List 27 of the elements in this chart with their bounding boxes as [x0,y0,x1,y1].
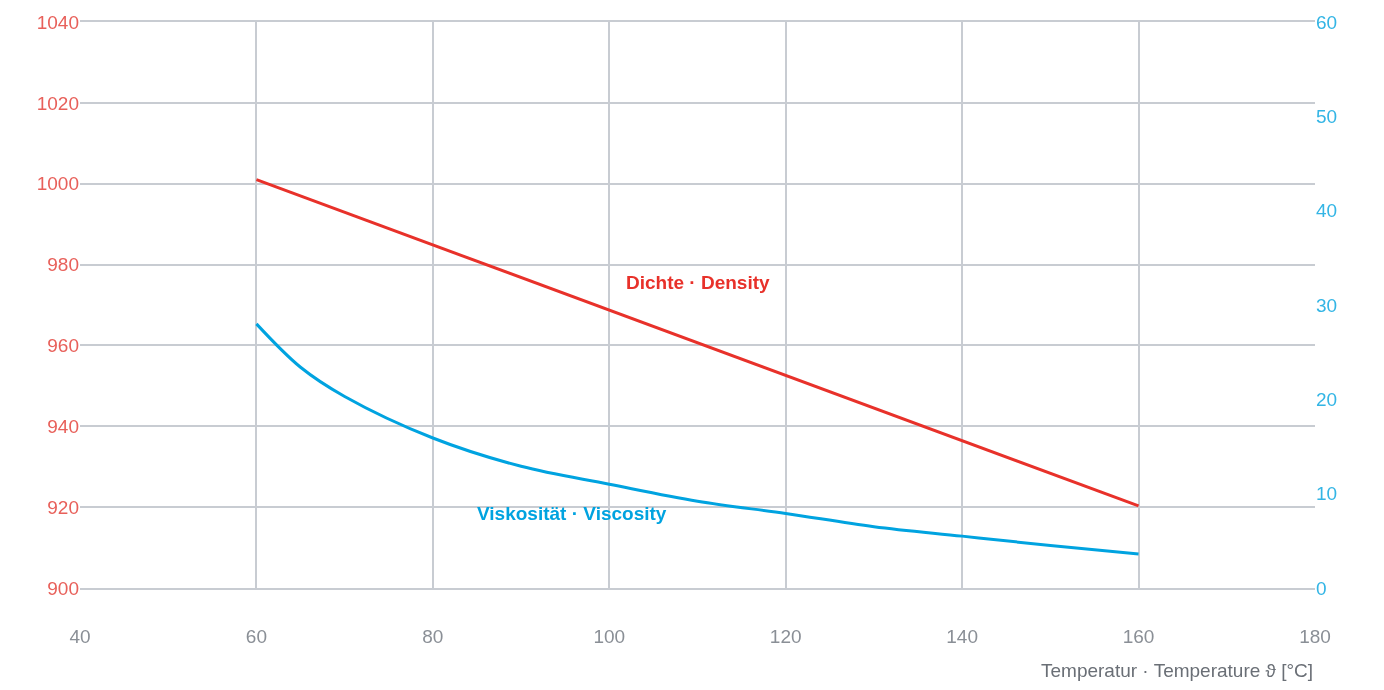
y2-tick-label: 10 [1316,483,1338,505]
series-label: Viskosität · Viscosity [477,503,667,524]
y2-tick-label: 30 [1316,294,1338,316]
x-tick-label: 180 [1299,625,1331,647]
y-tick-label: 1040 [36,11,79,33]
x-tick-label: 60 [245,625,267,647]
x-tick-label: 160 [1122,625,1155,647]
y-tick-label: 1000 [36,173,79,195]
y-tick-label: 920 [47,496,79,518]
x-axis-title: Temperatur · Temperature ϑ [°C] [1041,660,1314,681]
y-tick-label: 1020 [36,92,79,114]
y-tick-label: 960 [47,335,79,357]
x-tick-label: 100 [593,625,626,647]
y2-tick-label: 20 [1316,388,1338,410]
y2-tick-label: 50 [1316,105,1338,127]
y2-tick-label: 0 [1316,577,1327,599]
y2-tick-label: 60 [1316,11,1338,33]
x-tick-label: 140 [946,625,978,647]
x-tick-label: 120 [769,625,802,647]
x-tick-label: 80 [422,625,444,647]
y-tick-label: 940 [47,415,79,437]
y-tick-label: 900 [47,577,79,599]
line-series [254,322,1141,556]
y2-tick-label: 40 [1316,200,1338,222]
series-label: Dichte · Density [626,272,771,293]
x-tick-label: 40 [69,625,91,647]
y-tick-label: 980 [47,254,79,276]
